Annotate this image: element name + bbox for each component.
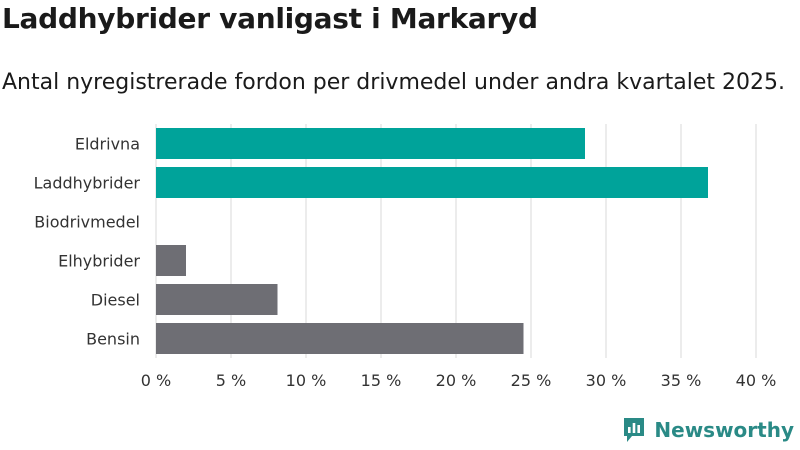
bar bbox=[156, 245, 186, 276]
x-tick-label: 40 % bbox=[736, 371, 777, 390]
newsworthy-logo-icon bbox=[624, 418, 645, 442]
category-label: Diesel bbox=[91, 291, 140, 310]
chart-title: Laddhybrider vanligast i Markaryd bbox=[2, 2, 538, 35]
x-tick-label: 0 % bbox=[141, 371, 171, 390]
x-tick-label: 20 % bbox=[436, 371, 477, 390]
bar bbox=[156, 284, 278, 315]
category-label: Elhybrider bbox=[58, 252, 140, 271]
x-tick-labels: 0 % 5 % 10 % 15 % 20 % 25 % 30 % 35 % 40 % bbox=[141, 371, 777, 390]
x-tick-label: 10 % bbox=[286, 371, 327, 390]
category-label: Biodrivmedel bbox=[34, 213, 140, 232]
chart-subtitle: Antal nyregistrerade fordon per drivmede… bbox=[2, 70, 785, 95]
category-label: Laddhybrider bbox=[34, 174, 141, 193]
bar bbox=[156, 128, 585, 159]
category-labels: Eldrivna Laddhybrider Biodrivmedel Elhybrid… bbox=[34, 135, 141, 349]
x-tick-label: 30 % bbox=[586, 371, 627, 390]
x-tick-label: 15 % bbox=[361, 371, 402, 390]
x-tick-label: 5 % bbox=[216, 371, 246, 390]
brand-logo: Newsworthy bbox=[622, 416, 794, 444]
category-label: Eldrivna bbox=[75, 135, 140, 154]
x-tick-label: 25 % bbox=[511, 371, 552, 390]
brand-name: Newsworthy bbox=[654, 418, 794, 442]
bars bbox=[156, 128, 708, 354]
bar bbox=[156, 167, 708, 198]
category-label: Bensin bbox=[86, 330, 140, 349]
bar bbox=[156, 323, 524, 354]
grid-lines bbox=[155, 124, 757, 358]
x-tick-label: 35 % bbox=[661, 371, 702, 390]
